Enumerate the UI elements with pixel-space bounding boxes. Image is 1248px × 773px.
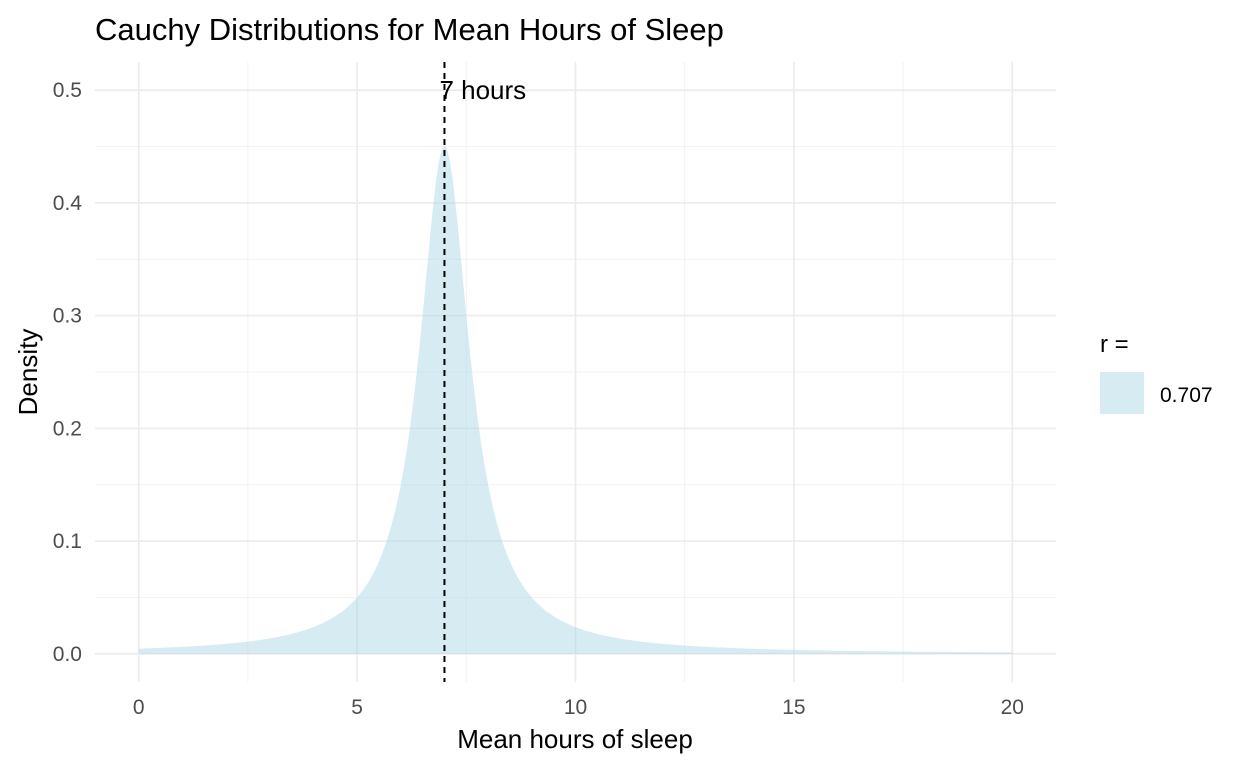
y-tick-label: 0.4	[53, 192, 83, 215]
legend-key-swatch	[1100, 372, 1144, 414]
x-axis-title: Mean hours of sleep	[457, 724, 693, 754]
y-axis-tick-labels: 0.0 0.1 0.2 0.3 0.4 0.5	[53, 79, 83, 666]
x-axis-tick-labels: 0 5 10 15 20	[133, 696, 1024, 719]
x-tick-label: 5	[351, 696, 363, 719]
x-tick-label: 0	[133, 696, 145, 719]
x-tick-label: 20	[1001, 696, 1024, 719]
chart-title: Cauchy Distributions for Mean Hours of S…	[95, 12, 724, 47]
major-gridlines	[95, 62, 1056, 682]
legend-label: 0.707	[1160, 384, 1213, 407]
y-tick-label: 0.1	[53, 530, 82, 553]
y-tick-label: 0.0	[53, 643, 82, 666]
x-tick-label: 15	[782, 696, 805, 719]
y-tick-label: 0.3	[53, 305, 82, 328]
legend-title: r =	[1100, 331, 1129, 358]
mean-annotation-label: 7 hours	[439, 75, 526, 105]
y-tick-label: 0.5	[53, 79, 82, 102]
y-axis-title: Density	[13, 329, 43, 416]
y-tick-label: 0.2	[53, 417, 82, 440]
annotation-layer: 7 hours	[439, 62, 526, 682]
legend: r = 0.707	[1100, 331, 1213, 414]
x-tick-label: 10	[564, 696, 587, 719]
